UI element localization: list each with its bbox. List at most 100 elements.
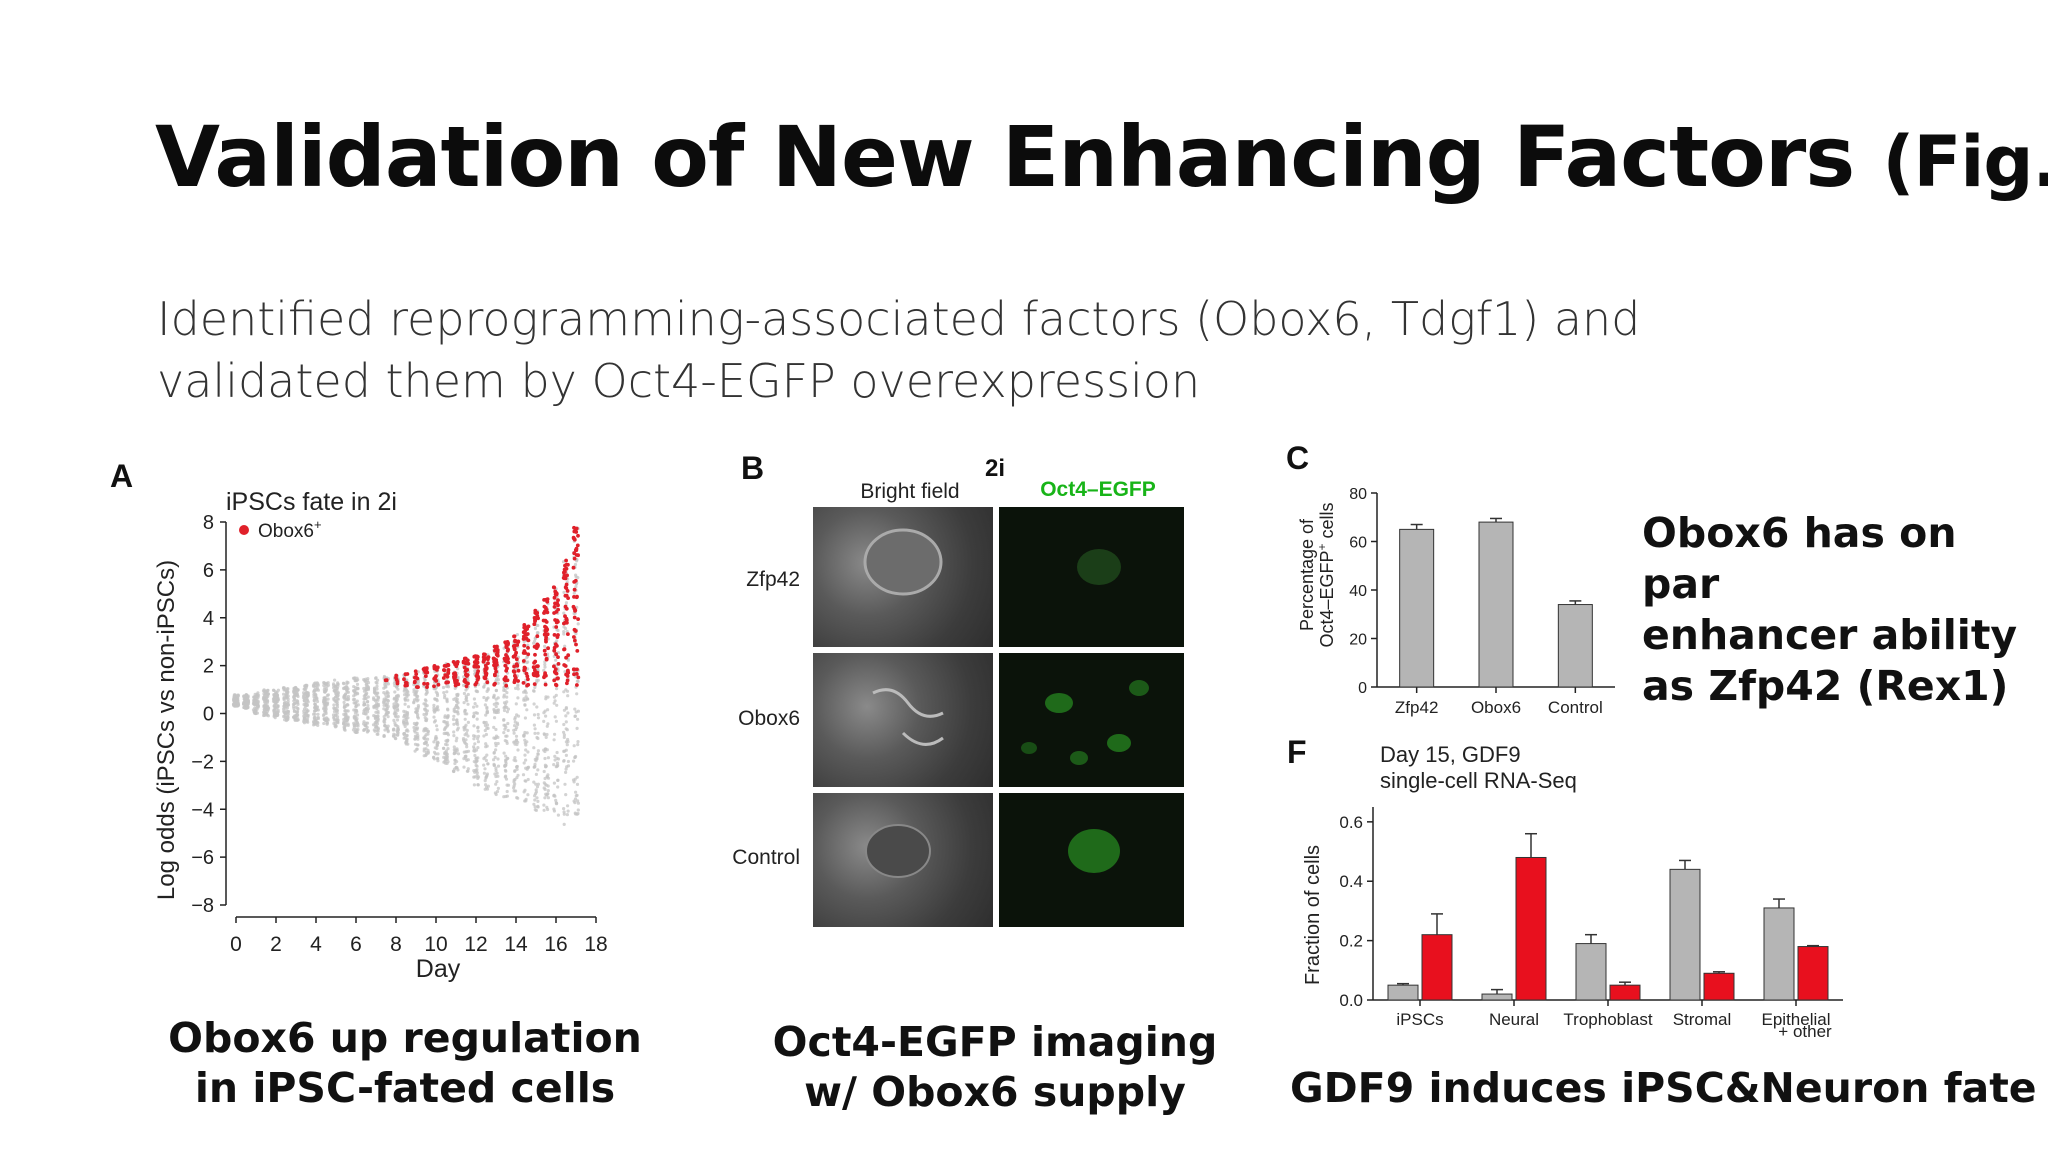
panel-a-point [316,682,320,686]
panel-a-point [546,722,550,726]
panel-a-x-tick-label: 14 [504,933,528,956]
panel-a-obox6-point [394,675,398,680]
panel-a-point [382,715,386,719]
panel-a-point [533,805,537,809]
panel-a-obox6-point [562,621,566,626]
panel-a-point [562,733,566,737]
panel-a-point [306,720,310,724]
panel-a-point [506,728,510,733]
panel-a-point [521,773,526,777]
panel-a-obox6-point [554,652,558,657]
panel-a-y-tick-label: 8 [203,512,214,534]
panel-a-obox6-point [512,634,517,639]
panel-a-point [455,736,459,740]
panel-a-obox6-point [486,657,490,662]
panel-a-point [542,786,546,790]
panel-a-point [484,758,488,763]
panel-a-obox6-point [575,683,579,687]
panel-a-point [423,678,427,682]
panel-a-point [554,719,558,723]
panel-a-point [465,745,469,749]
panel-a-x-tick-label: 6 [350,933,362,956]
panel-a-point [562,807,566,811]
panel-a-point [564,714,568,718]
panel-c-ylabel-line2: Oct4–EGFP+ cells [1315,502,1337,647]
caption-panel-a-line-1: Obox6 up regulation [168,1014,642,1062]
panel-a-point [324,682,328,686]
panel-a-point [573,777,577,781]
panel-a-obox6-point [495,653,500,658]
panel-a-point [522,761,526,765]
panel-a-obox6-point [572,587,577,592]
panel-a-point [296,718,300,722]
panel-a-point [445,751,449,755]
panel-a-obox6-point [463,677,467,682]
panel-a-point [472,715,476,719]
panel-a-point [543,756,547,761]
panel-a-obox6-point [554,671,559,676]
panel-a-point [245,705,249,709]
panel-a-point [536,716,541,720]
panel-a-point [366,707,370,711]
panel-a-point [282,707,286,711]
panel-a-point [403,686,407,690]
panel-a-point [422,754,426,758]
panel-a-point [484,783,488,787]
panel-a-point [535,785,540,789]
panel-a-point [563,782,567,786]
panel-a-point [496,774,500,778]
panel-a-obox6-point [425,682,430,686]
panel-a-point [523,689,527,694]
panel-a-point [494,748,498,752]
panel-a-point [286,711,290,715]
panel-a-point [553,754,557,758]
panel-a-point [372,728,376,732]
panel-a-obox6-point [532,682,537,686]
panel-a-point [475,717,479,721]
panel-c-y-tick-label: 0 [1358,680,1367,697]
panel-a-point [566,737,570,742]
panel-a-point [524,743,528,747]
panel-a-obox6-point [504,644,509,649]
panel-a-point [373,716,377,721]
panel-a-obox6-point [432,664,437,669]
panel-a-point [576,717,580,721]
panel-a-point [484,745,488,749]
panel-a-obox6-point [474,658,479,662]
panel-a-point [545,724,549,728]
panel-a-point [276,704,280,708]
panel-a-point [542,769,546,774]
panel-a-obox6-point [535,673,540,678]
panel-a-point [462,691,466,696]
panel-a-point [474,768,478,772]
panel-a-point [494,701,498,705]
panel-a-point [334,692,338,696]
panel-a-point [375,687,379,691]
panel-a-obox6-point [546,646,550,651]
panel-a-point [576,801,580,805]
panel-a-point [533,685,537,690]
panel-a-point [494,768,498,773]
panel-a-obox6-point [552,595,557,600]
panel-a-obox6-point [554,610,559,614]
panel-a-point [424,747,428,751]
panel-a-point [375,681,379,685]
panel-a-point [423,728,427,732]
panel-a-point [314,708,318,712]
panel-a-point [532,780,536,784]
panel-a-point [515,721,519,725]
panel-a-point [436,752,440,756]
panel-a-obox6-point [531,671,536,676]
panel-a-point [463,709,467,713]
panel-a-point [484,732,488,737]
panel-a-point [353,691,357,695]
panel-a-obox6-point [492,682,497,687]
panel-a-point [285,693,289,697]
subtitle-line-1: Identified reprogramming-associated fact… [157,292,1641,346]
panel-a-point [405,719,409,723]
panel-a-obox6-point [565,678,570,683]
panel-a-point [336,721,340,725]
panel-a-obox6-point [525,674,530,679]
panel-a-point [455,710,459,714]
panel-a-point [456,768,460,772]
